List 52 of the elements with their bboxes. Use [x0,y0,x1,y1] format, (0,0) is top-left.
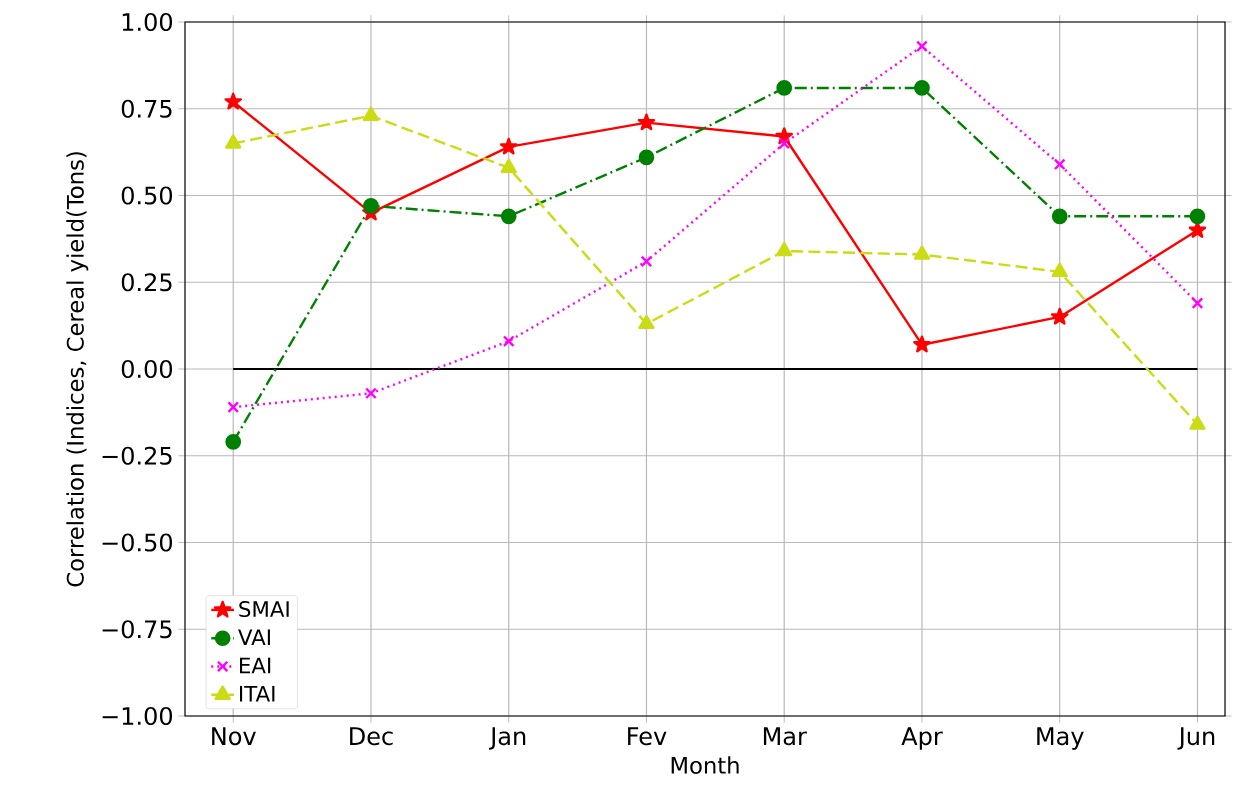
x-tick-label: Dec [350,727,393,746]
x-tick-label: Fev [628,727,667,746]
point [913,245,931,260]
y-tick-label: 0.50 [121,186,173,205]
point [1050,307,1069,325]
point [225,434,242,450]
y-tick-label: 1.00 [122,12,173,32]
y-tick-label: −1.00 [102,706,173,726]
point [499,137,518,155]
y-tick-label: 0.75 [121,99,172,118]
point [1189,415,1206,430]
point [638,314,655,330]
x-tick-label: Jun [1177,727,1215,750]
point [1189,208,1206,225]
point [640,255,653,268]
point [916,40,928,53]
point [1051,208,1068,225]
x-tick-label: Mar [763,727,807,746]
y-tick-label: −0.75 [102,620,172,639]
y-tick-label: 0.00 [121,359,173,379]
point [1191,297,1204,309]
point [502,335,515,348]
legend-label: ITAI [240,685,275,702]
point [1051,262,1068,278]
x-tick-label: May [1037,727,1084,750]
y-axis-title: Correlation (Indices, Cereal yield(Tons) [66,152,89,587]
point [914,80,930,96]
y-tick-label: −0.25 [102,446,172,465]
point [913,335,931,353]
point [638,149,655,166]
point [224,92,243,110]
point [225,134,242,149]
y-tick-label: −0.50 [102,533,173,552]
point [778,137,791,150]
point [776,80,793,96]
point [227,401,240,414]
point [1053,158,1066,171]
point [500,208,517,225]
point [365,387,377,400]
point [637,113,656,131]
x-tick-label: Nov [212,727,256,746]
legend-label: EAI [240,657,271,674]
legend-label: SMAI [239,600,289,618]
legend-label: VAI [238,629,270,646]
point [500,158,517,173]
x-tick-label: Jan [488,727,526,750]
point [776,241,793,257]
x-tick-label: Apr [901,727,943,750]
point [362,106,380,121]
x-axis-title: Month [671,756,739,774]
point [363,198,379,214]
y-tick-label: 0.25 [121,273,172,292]
